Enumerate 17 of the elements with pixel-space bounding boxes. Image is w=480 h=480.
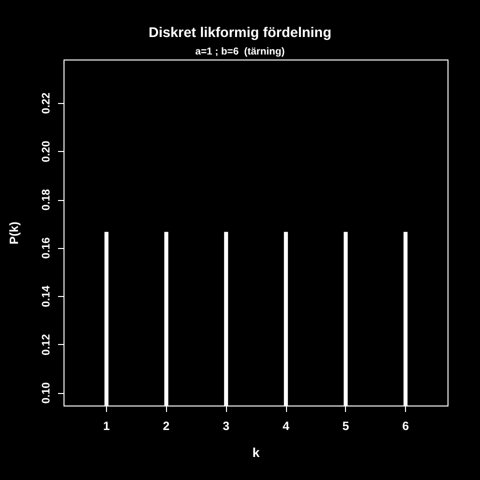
x-axis-title: k <box>252 445 260 460</box>
y-tick-label: 0.22 <box>40 92 52 114</box>
x-tick-label: 2 <box>162 419 170 433</box>
y-tick-label: 0.18 <box>40 189 52 211</box>
y-axis-title: P(k) <box>7 222 21 244</box>
y-tick-label: 0.12 <box>40 334 52 356</box>
x-tick-label: 1 <box>103 419 110 433</box>
y-tick-label: 0.20 <box>40 140 52 162</box>
chart-title: Diskret likformig fördelning <box>148 24 332 40</box>
y-tick-label: 0.14 <box>40 284 52 308</box>
x-tick-label: 4 <box>282 419 290 433</box>
x-tick-label: 3 <box>222 419 230 433</box>
x-tick-label: 5 <box>342 419 350 433</box>
x-tick-label: 6 <box>402 419 410 433</box>
chart-subtitle: a=1 ; b=6 (tärning) <box>195 46 285 58</box>
y-tick-label: 0.16 <box>40 237 52 259</box>
y-tick-label: 0.10 <box>40 382 52 404</box>
